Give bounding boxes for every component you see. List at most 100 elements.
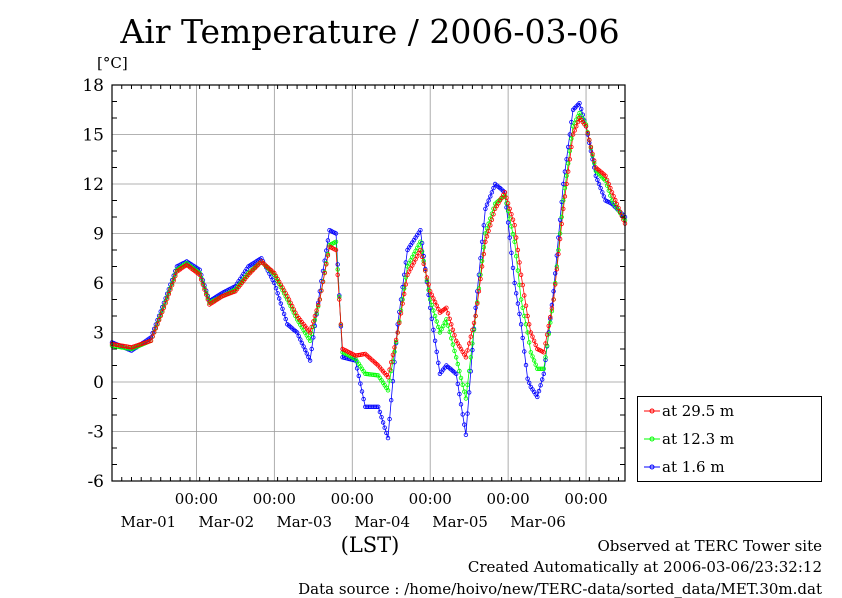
data-point (434, 303, 439, 308)
data-point (460, 412, 465, 417)
data-point (445, 311, 451, 316)
data-point (359, 389, 365, 394)
data-point (541, 350, 546, 355)
data-point (467, 368, 472, 374)
data-point (536, 388, 542, 394)
data-point (504, 195, 509, 200)
data-point (569, 136, 574, 141)
data-point (423, 266, 428, 272)
legend-item-29-5m: at 29.5 m (638, 401, 821, 421)
legend-label: at 29.5 m (662, 402, 735, 420)
data-point (520, 282, 525, 288)
data-point (489, 190, 495, 195)
data-point (419, 254, 425, 260)
data-point (525, 376, 530, 381)
data-point (432, 313, 438, 319)
data-point (450, 327, 456, 332)
legend-label: at 12.3 m (662, 430, 735, 448)
x-tick-date-label: Mar-05 (432, 513, 488, 531)
data-point (278, 301, 283, 306)
data-point (304, 351, 309, 356)
data-point (431, 308, 436, 313)
data-point (436, 360, 441, 365)
data-point (335, 267, 340, 272)
data-point (551, 289, 556, 294)
data-point (598, 185, 603, 191)
data-point (481, 245, 486, 250)
data-point (473, 313, 478, 319)
data-point (379, 415, 384, 420)
data-point (463, 432, 469, 437)
data-point (277, 296, 282, 301)
x-tick-time-label: 00:00 (486, 490, 529, 508)
data-point (478, 272, 483, 277)
data-point (307, 338, 313, 343)
data-point (515, 301, 521, 306)
data-point (559, 214, 564, 220)
data-point (458, 402, 464, 407)
footer-source: Data source : /home/hoivo/new/TERC-data/… (298, 580, 822, 598)
data-point (436, 324, 441, 330)
data-point (611, 193, 616, 199)
data-point (197, 272, 202, 277)
legend: at 29.5 m at 12.3 m at 1.6 m (637, 396, 822, 482)
data-point (338, 322, 344, 327)
data-point (538, 383, 543, 388)
data-point (402, 286, 407, 291)
data-point (479, 258, 485, 264)
data-point (595, 177, 600, 183)
data-point (387, 378, 392, 383)
data-point (333, 231, 339, 236)
x-tick-time-label: 00:00 (409, 490, 452, 508)
data-point (429, 316, 434, 321)
y-unit-label: [°C] (97, 54, 128, 72)
data-point (543, 355, 548, 360)
data-point (553, 282, 558, 287)
data-point (541, 371, 546, 376)
data-point (515, 268, 521, 273)
data-point (387, 416, 392, 422)
data-point (374, 404, 379, 409)
data-point (403, 282, 408, 287)
data-point (476, 286, 482, 291)
data-point (426, 282, 431, 287)
data-point (457, 368, 462, 374)
data-point (168, 287, 173, 292)
data-point (551, 297, 556, 302)
data-point (505, 220, 511, 225)
data-point (432, 299, 438, 305)
data-point (569, 144, 574, 150)
data-point (376, 404, 381, 409)
data-point (325, 253, 331, 258)
data-point (467, 390, 472, 395)
data-point (389, 398, 394, 403)
data-point (527, 340, 532, 345)
data-point (616, 205, 621, 211)
data-point (543, 341, 548, 346)
data-point (600, 190, 605, 195)
legend-item-1-6m: at 1.6 m (638, 457, 821, 477)
data-point (333, 247, 339, 253)
data-point (570, 132, 576, 137)
data-point (468, 334, 473, 339)
data-point (397, 320, 402, 326)
data-point (200, 282, 206, 287)
data-point (491, 185, 496, 191)
data-point (481, 223, 486, 228)
data-point (421, 258, 426, 264)
data-point (486, 228, 491, 233)
data-point (163, 301, 168, 306)
data-point (325, 251, 331, 257)
data-point (397, 319, 402, 324)
data-point (510, 217, 516, 222)
data-point (299, 340, 305, 346)
data-point (564, 173, 569, 178)
data-point (522, 349, 527, 354)
data-point (572, 128, 577, 133)
data-point (587, 140, 592, 145)
data-point (205, 297, 210, 302)
data-point (319, 288, 324, 293)
data-point (296, 333, 301, 339)
data-point (476, 272, 482, 277)
data-point (514, 254, 519, 259)
